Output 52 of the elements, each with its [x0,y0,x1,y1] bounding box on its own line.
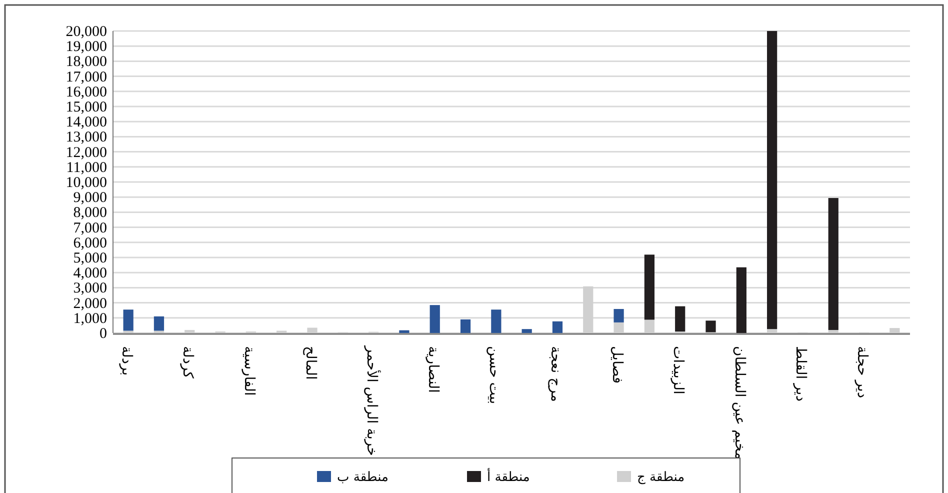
y-tick-label: 12,000 [66,144,107,161]
bar [460,319,471,333]
bar [767,31,778,330]
y-tick-label: 11,000 [66,160,107,176]
y-tick-label: 0 [100,326,107,342]
bar [399,330,410,333]
x-tick-label: الفارسية [240,346,257,396]
bar [614,308,624,322]
y-tick-label: 6,000 [73,235,107,252]
y-tick-label: 17,000 [66,69,107,86]
y-tick-label: 2,000 [73,296,107,312]
bar [828,198,838,330]
legend-label: منطقة ب [337,470,388,485]
x-tick-label: بردلة [118,346,134,376]
x-tick-label: المالح [302,346,318,380]
bar [491,310,502,333]
bar [430,305,440,333]
x-tick-label: مرج نعجة [547,346,564,402]
y-tick-label: 1,000 [73,310,107,327]
x-tick-label: مخيم عين السلطان [731,346,748,460]
legend-label: منطقة ج [637,470,685,485]
x-tick-label: النصارية [424,346,441,393]
y-tick-label: 13,000 [66,130,107,146]
y-tick-label: 10,000 [66,175,107,191]
y-tick-label: 20,000 [66,24,107,40]
bar [154,316,164,331]
bar [123,310,134,331]
bar [736,267,746,333]
x-tick-label: فصايل [608,346,625,384]
bar [522,329,532,333]
x-tick-label: بيت حسن [486,346,502,404]
y-tick-label: 3,000 [73,280,107,297]
x-tick-label: خربة الراس الأحمر [364,345,382,456]
bar [675,306,686,332]
bar [644,254,654,320]
y-tick-label: 19,000 [66,39,107,56]
legend-label: منطقة أ [487,468,530,485]
y-tick-label: 15,000 [66,100,107,116]
y-tick-label: 18,000 [66,54,107,70]
x-tick-label: الزبيدات [670,346,686,394]
bar [552,321,563,333]
x-tick-label: دير حجلة [854,346,870,398]
y-tick-label: 8,000 [73,205,107,222]
x-tick-label: دير القلط [792,346,809,402]
bar [706,320,716,332]
y-tick-label: 5,000 [73,250,107,266]
y-tick-label: 4,000 [73,266,107,282]
y-tick-label: 16,000 [66,84,107,100]
y-tick-label: 14,000 [66,114,107,131]
y-tick-label: 9,000 [73,190,107,206]
x-tick-label: كردلة [180,346,196,379]
y-tick-label: 7,000 [73,220,107,236]
